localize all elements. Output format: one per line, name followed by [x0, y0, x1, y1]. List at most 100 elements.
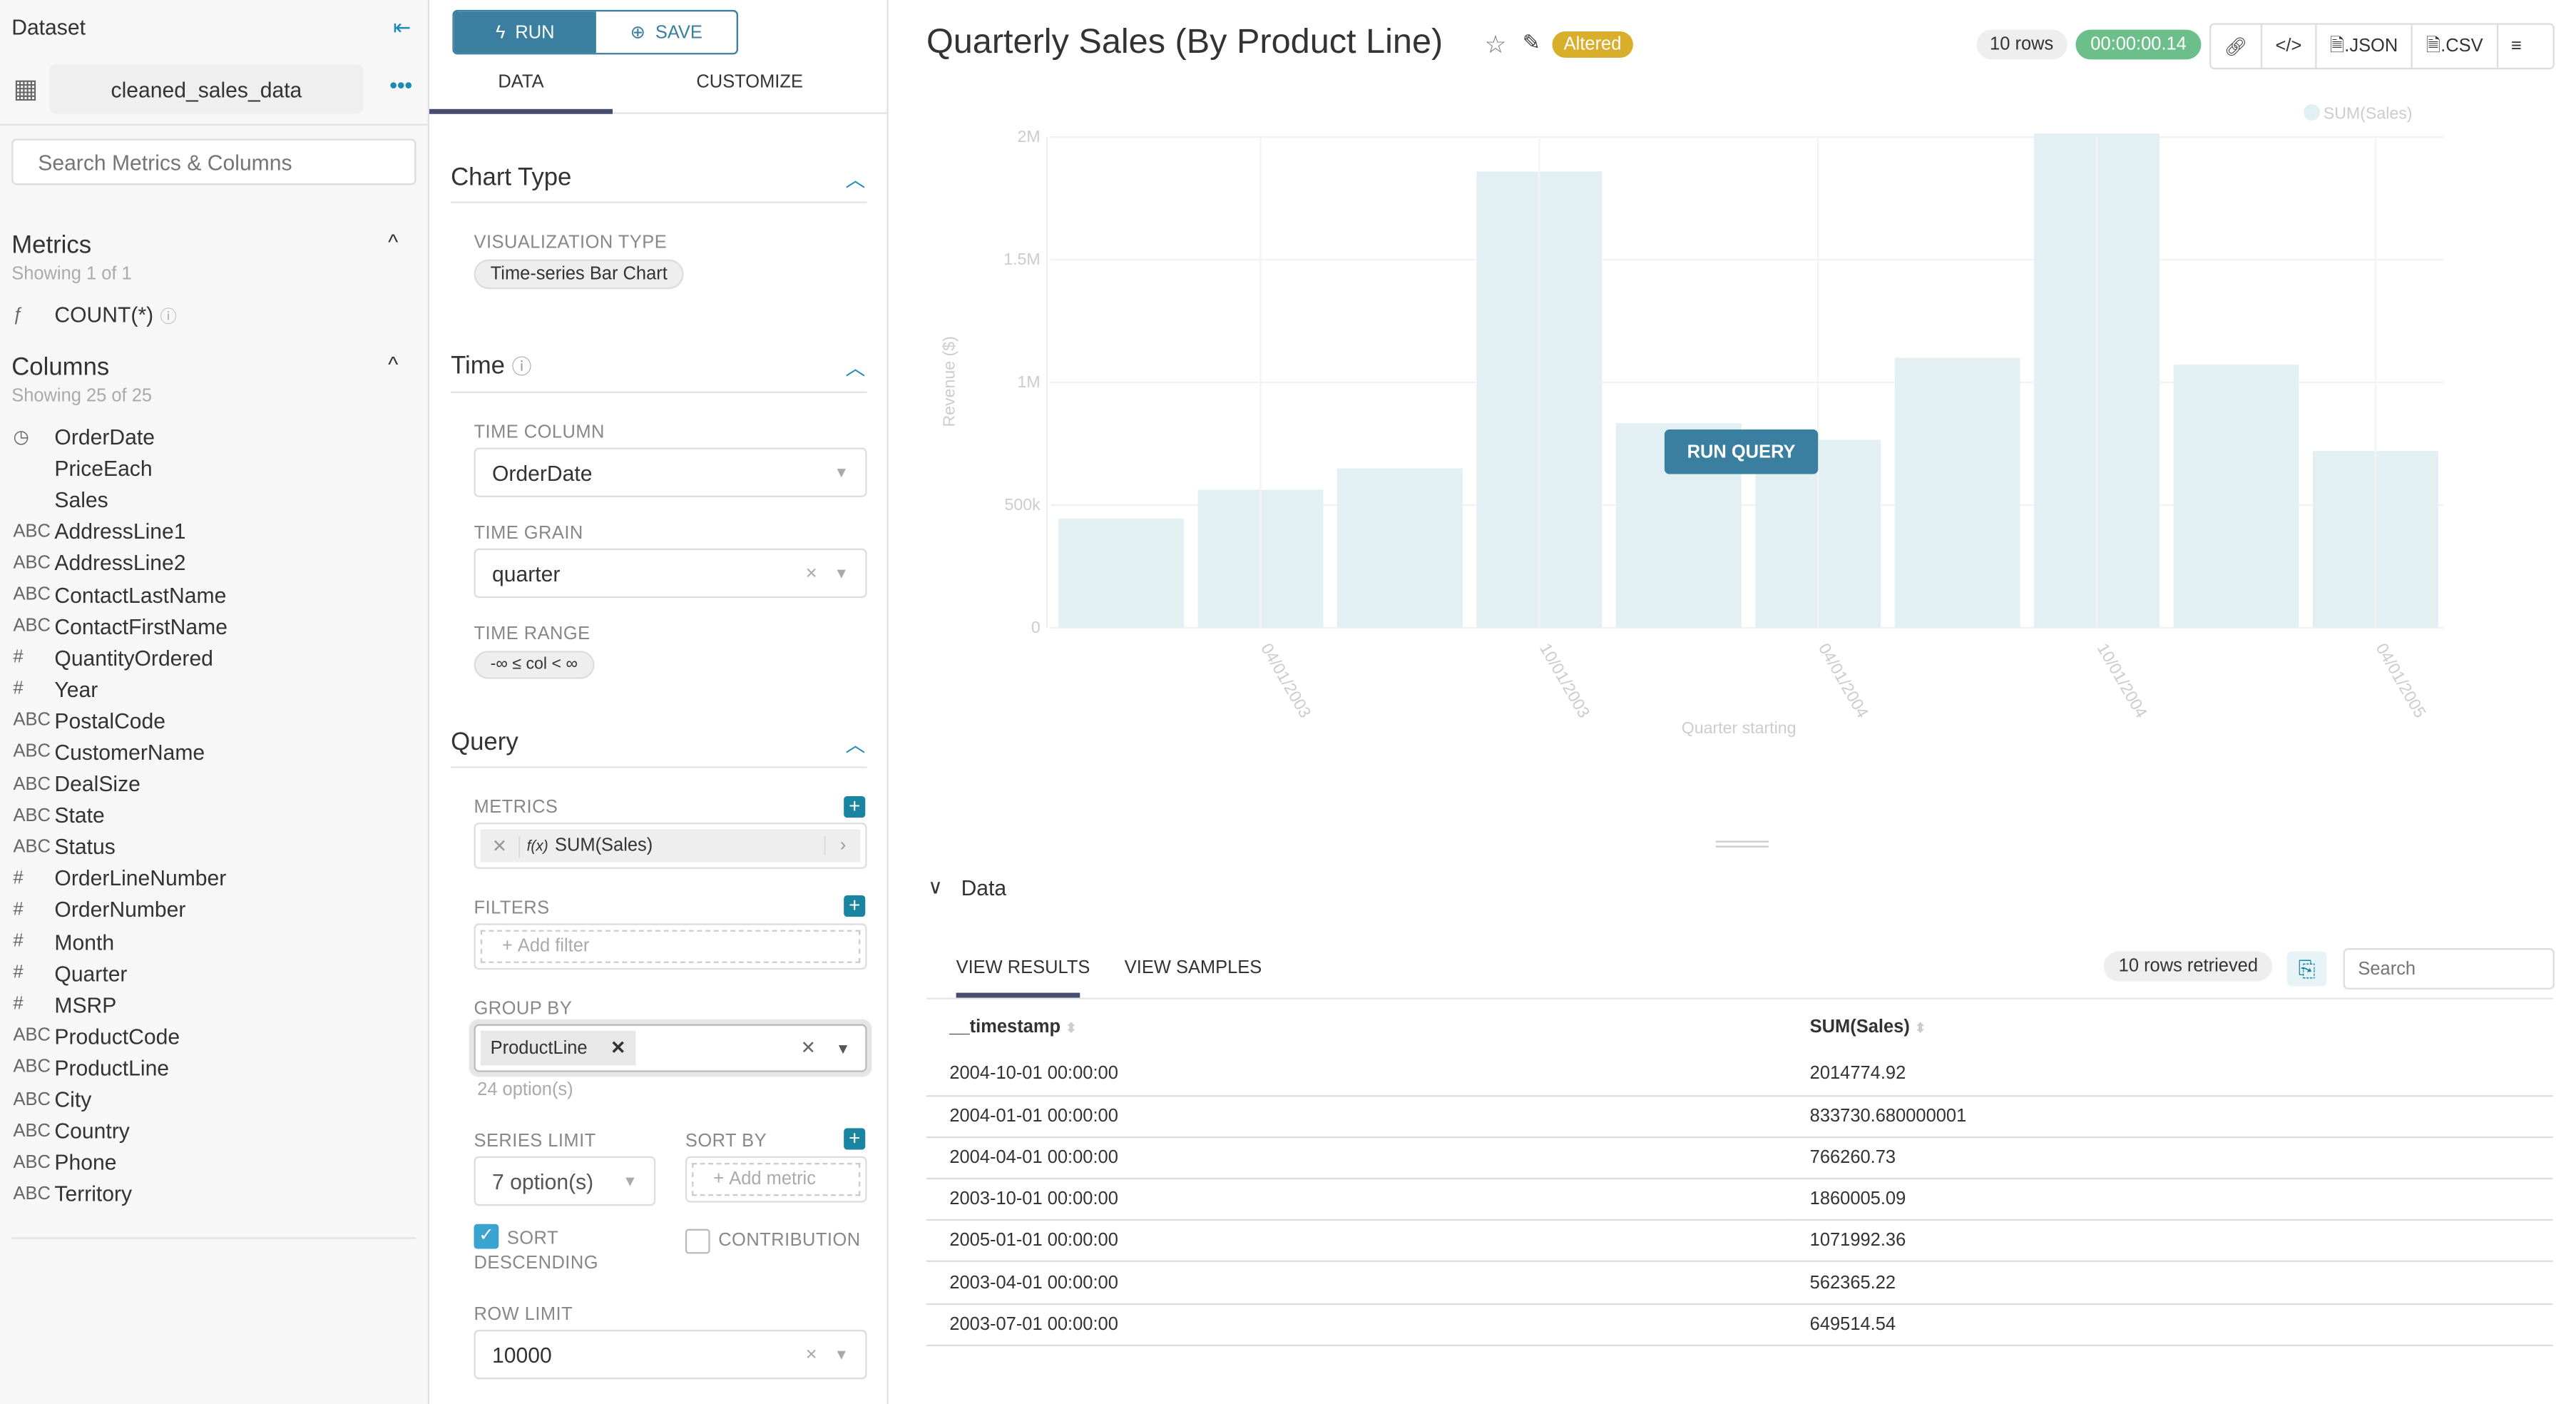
- edit-icon[interactable]: ✎: [1522, 29, 1541, 55]
- group-by-select[interactable]: ProductLine ✕ ✕ ▼: [474, 1024, 867, 1072]
- time-column-value: OrderDate: [491, 459, 593, 485]
- remove-icon[interactable]: ✕: [481, 835, 521, 857]
- column-item[interactable]: ABC AddressLine2: [0, 547, 228, 579]
- export-csv-button[interactable]: 🗎︎ .CSV: [2411, 24, 2496, 68]
- column-item[interactable]: ABC ProductCode: [0, 1020, 228, 1052]
- column-item[interactable]: ABC City: [0, 1084, 228, 1115]
- column-item[interactable]: ABC State: [0, 800, 228, 831]
- series-limit-select[interactable]: 7 option(s) ▼: [474, 1156, 656, 1206]
- column-item[interactable]: ABC Territory: [0, 1178, 228, 1209]
- column-item[interactable]: # MSRP: [0, 989, 228, 1020]
- column-item[interactable]: ◷ OrderDate: [0, 421, 228, 452]
- chevron-up-icon[interactable]: ︿: [845, 357, 866, 380]
- x-tick-label: 04/01/2004: [1815, 640, 1872, 721]
- add-sort-metric-button[interactable]: + Add metric: [692, 1163, 861, 1196]
- viz-type-pill[interactable]: Time-series Bar Chart: [474, 259, 684, 290]
- add-filter-button[interactable]: + Add filter: [480, 930, 861, 963]
- column-item[interactable]: Sales: [0, 484, 228, 516]
- chevron-up-icon[interactable]: ︿: [845, 733, 866, 757]
- add-sort-icon[interactable]: +: [844, 1127, 866, 1150]
- tab-customize[interactable]: CUSTOMIZE: [696, 72, 803, 93]
- clear-icon[interactable]: ✕: [804, 1345, 818, 1363]
- function-icon: f(x): [526, 837, 548, 855]
- sort-icon[interactable]: ⬍: [1914, 1020, 1926, 1036]
- column-type-icon: ABC: [13, 1152, 51, 1173]
- table-row: 2003-04-01 00:00:00 562365.22: [926, 1261, 2553, 1305]
- columns-collapse-icon[interactable]: ^: [388, 352, 399, 377]
- clear-icon[interactable]: ✕: [800, 1039, 816, 1059]
- column-item[interactable]: # QuantityOrdered: [0, 642, 228, 673]
- collapse-data-icon[interactable]: ∨: [928, 875, 943, 899]
- help-icon[interactable]: ⓘ: [160, 309, 177, 327]
- run-button[interactable]: ϟ RUN: [454, 11, 596, 54]
- menu-icon[interactable]: ≡: [2496, 24, 2535, 68]
- run-query-button[interactable]: RUN QUERY: [1664, 429, 1819, 474]
- column-item[interactable]: ABC ContactLastName: [0, 579, 228, 610]
- column-item[interactable]: ABC DealSize: [0, 768, 228, 800]
- collapse-icon[interactable]: ⇤: [393, 14, 412, 40]
- column-type-icon: #: [13, 931, 24, 952]
- altered-badge[interactable]: Altered: [1552, 31, 1633, 58]
- column-header-timestamp[interactable]: __timestamp ⬍: [926, 1001, 1787, 1054]
- csv-label: .CSV: [2440, 36, 2483, 56]
- tab-data[interactable]: DATA: [498, 72, 544, 93]
- resize-handle[interactable]: [1715, 840, 1769, 848]
- y-tick-label: 1M: [1018, 372, 1041, 391]
- export-json-button[interactable]: 🗎︎ .JSON: [2314, 24, 2411, 68]
- dataset-selector[interactable]: cleaned_sales_data: [49, 64, 364, 114]
- column-item[interactable]: # Month: [0, 926, 228, 957]
- column-item[interactable]: ABC ProductLine: [0, 1052, 228, 1084]
- column-item[interactable]: # Year: [0, 673, 228, 705]
- embed-code-icon[interactable]: </>: [2260, 24, 2315, 68]
- column-item[interactable]: # OrderNumber: [0, 895, 228, 926]
- results-search-input[interactable]: [2343, 948, 2555, 990]
- column-item[interactable]: ABC Phone: [0, 1146, 228, 1178]
- chevron-right-icon[interactable]: ›: [824, 835, 860, 856]
- caret-down-icon: ▼: [623, 1172, 638, 1190]
- contribution-checkbox[interactable]: [685, 1228, 710, 1254]
- tab-view-results[interactable]: VIEW RESULTS: [956, 957, 1090, 978]
- column-name: CustomerName: [54, 740, 205, 765]
- column-item[interactable]: ABC Status: [0, 831, 228, 863]
- add-filter-icon[interactable]: +: [844, 895, 866, 917]
- row-limit-select[interactable]: 10000 ✕ ▼: [474, 1329, 867, 1380]
- column-item[interactable]: # OrderLineNumber: [0, 863, 228, 894]
- save-button[interactable]: ⊕ SAVE: [596, 11, 737, 53]
- star-icon[interactable]: ☆: [1484, 31, 1507, 60]
- column-item[interactable]: ABC Country: [0, 1115, 228, 1146]
- column-type-icon: #: [13, 994, 24, 1015]
- search-metrics-input[interactable]: [11, 138, 416, 185]
- time-grain-select[interactable]: quarter ✕ ▼: [474, 548, 867, 599]
- column-item[interactable]: ABC AddressLine1: [0, 516, 228, 547]
- sort-icon[interactable]: ⬍: [1065, 1020, 1077, 1036]
- column-name: Year: [54, 676, 98, 702]
- chevron-up-icon[interactable]: ︿: [845, 168, 866, 192]
- columns-list: ◷ OrderDate PriceEach Sales ABC AddressLine1 A…: [0, 421, 228, 1209]
- info-icon[interactable]: ⓘ: [511, 355, 532, 379]
- link-icon[interactable]: 🔗︎: [2224, 37, 2248, 57]
- bar: [1337, 468, 1463, 628]
- tab-view-samples[interactable]: VIEW SAMPLES: [1124, 957, 1262, 978]
- column-header-sum-sales[interactable]: SUM(Sales) ⬍: [1787, 1001, 2552, 1054]
- column-type-icon: ABC: [13, 1121, 51, 1141]
- metric-chip[interactable]: ✕ f(x) SUM(Sales) ›: [480, 829, 861, 863]
- column-item[interactable]: ABC CustomerName: [0, 737, 228, 768]
- column-item[interactable]: ABC PostalCode: [0, 705, 228, 736]
- save-label: SAVE: [655, 22, 702, 43]
- more-options-icon[interactable]: •••: [389, 72, 413, 98]
- time-column-select[interactable]: OrderDate ▼: [474, 447, 867, 497]
- column-item[interactable]: PriceEach: [0, 453, 228, 484]
- sort-descending-checkbox[interactable]: ✓: [474, 1224, 499, 1249]
- column-type-icon: ABC: [13, 711, 51, 731]
- chart-title[interactable]: Quarterly Sales (By Product Line): [926, 23, 1443, 61]
- add-metric-icon[interactable]: +: [844, 795, 866, 818]
- column-item[interactable]: ABC ContactFirstName: [0, 611, 228, 642]
- clear-icon[interactable]: ✕: [804, 564, 818, 581]
- column-name: MSRP: [54, 992, 117, 1017]
- metrics-collapse-icon[interactable]: ^: [388, 229, 399, 255]
- remove-icon[interactable]: ✕: [610, 1039, 626, 1059]
- column-item[interactable]: # Quarter: [0, 957, 228, 989]
- time-range-pill[interactable]: -∞ ≤ col < ∞: [474, 651, 595, 679]
- metric-item[interactable]: ƒ COUNT(*) ⓘ: [0, 299, 177, 330]
- copy-icon[interactable]: ⎘: [2286, 951, 2327, 987]
